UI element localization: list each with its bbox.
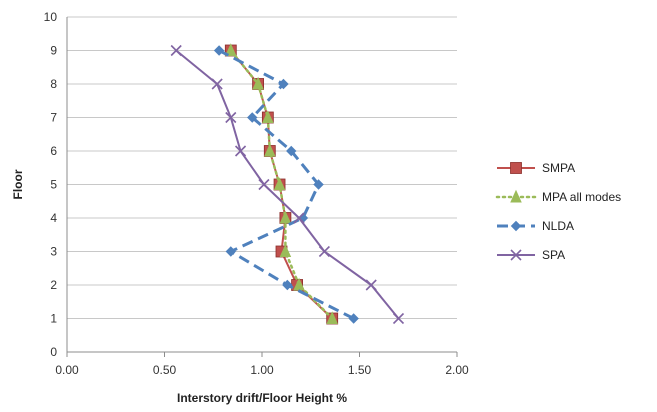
y-tick-label: 1 — [50, 312, 57, 326]
data-point — [326, 311, 338, 324]
data-point — [392, 312, 405, 325]
y-tick-label: 3 — [50, 245, 57, 259]
data-point — [282, 279, 293, 291]
data-point — [510, 189, 522, 203]
x-tick-label: 2.00 — [445, 363, 469, 377]
data-point — [318, 245, 330, 258]
data-point — [252, 76, 264, 90]
data-point — [313, 179, 324, 190]
data-point — [510, 220, 522, 232]
y-tick-label: 2 — [50, 278, 57, 292]
x-tick-label: 1.50 — [348, 363, 372, 377]
y-axis-title: Floor — [11, 169, 25, 199]
x-tick-label: 0.00 — [55, 363, 79, 377]
data-point — [211, 78, 223, 90]
series-mpa-all-modes — [225, 43, 338, 324]
axes: 0 1 2 3 4 5 6 7 8 9 10 0.00 0.50 1.00 1.50 2.00 — [44, 10, 469, 377]
data-point — [234, 145, 247, 157]
y-tick-label: 6 — [50, 144, 57, 158]
plot-area — [170, 43, 405, 325]
series-spa — [170, 44, 405, 325]
legend: SMPA MPA all modes NLDA SPA — [495, 161, 621, 262]
data-point — [273, 177, 286, 190]
data-point — [348, 313, 359, 324]
x-tick-label: 1.00 — [250, 363, 274, 377]
y-tick-label: 0 — [50, 345, 57, 359]
data-point — [213, 45, 225, 56]
legend-label: NLDA — [542, 219, 574, 233]
y-tick-label: 5 — [50, 178, 57, 192]
data-point — [264, 143, 276, 157]
x-axis-title: Interstory drift/Floor Height % — [177, 391, 347, 405]
data-point — [225, 43, 237, 56]
y-tick-label: 10 — [44, 10, 58, 24]
data-point — [262, 110, 274, 123]
legend-item: MPA all modes — [495, 189, 621, 204]
legend-label: SMPA — [542, 161, 575, 175]
data-point — [225, 111, 237, 124]
data-point — [279, 210, 292, 224]
legend-item: SMPA — [497, 161, 575, 175]
grid-lines — [67, 16, 457, 319]
x-tick-label: 0.50 — [153, 363, 177, 377]
data-point — [258, 178, 270, 191]
y-tick-label: 8 — [50, 77, 57, 91]
legend-item: NLDA — [497, 219, 574, 233]
legend-label: MPA all modes — [542, 190, 621, 204]
data-point — [293, 212, 305, 224]
data-point — [279, 244, 292, 257]
data-point — [278, 78, 289, 90]
y-tick-label: 7 — [50, 111, 57, 125]
data-point — [286, 145, 297, 157]
data-point — [225, 246, 237, 257]
data-point — [247, 112, 258, 123]
data-point — [510, 162, 522, 174]
y-tick-label: 4 — [50, 211, 57, 225]
data-point — [365, 279, 377, 291]
y-tick-label: 9 — [50, 44, 57, 58]
legend-label: SPA — [542, 248, 565, 262]
data-point — [170, 44, 182, 57]
data-point — [510, 249, 522, 261]
legend-item: SPA — [497, 248, 565, 262]
